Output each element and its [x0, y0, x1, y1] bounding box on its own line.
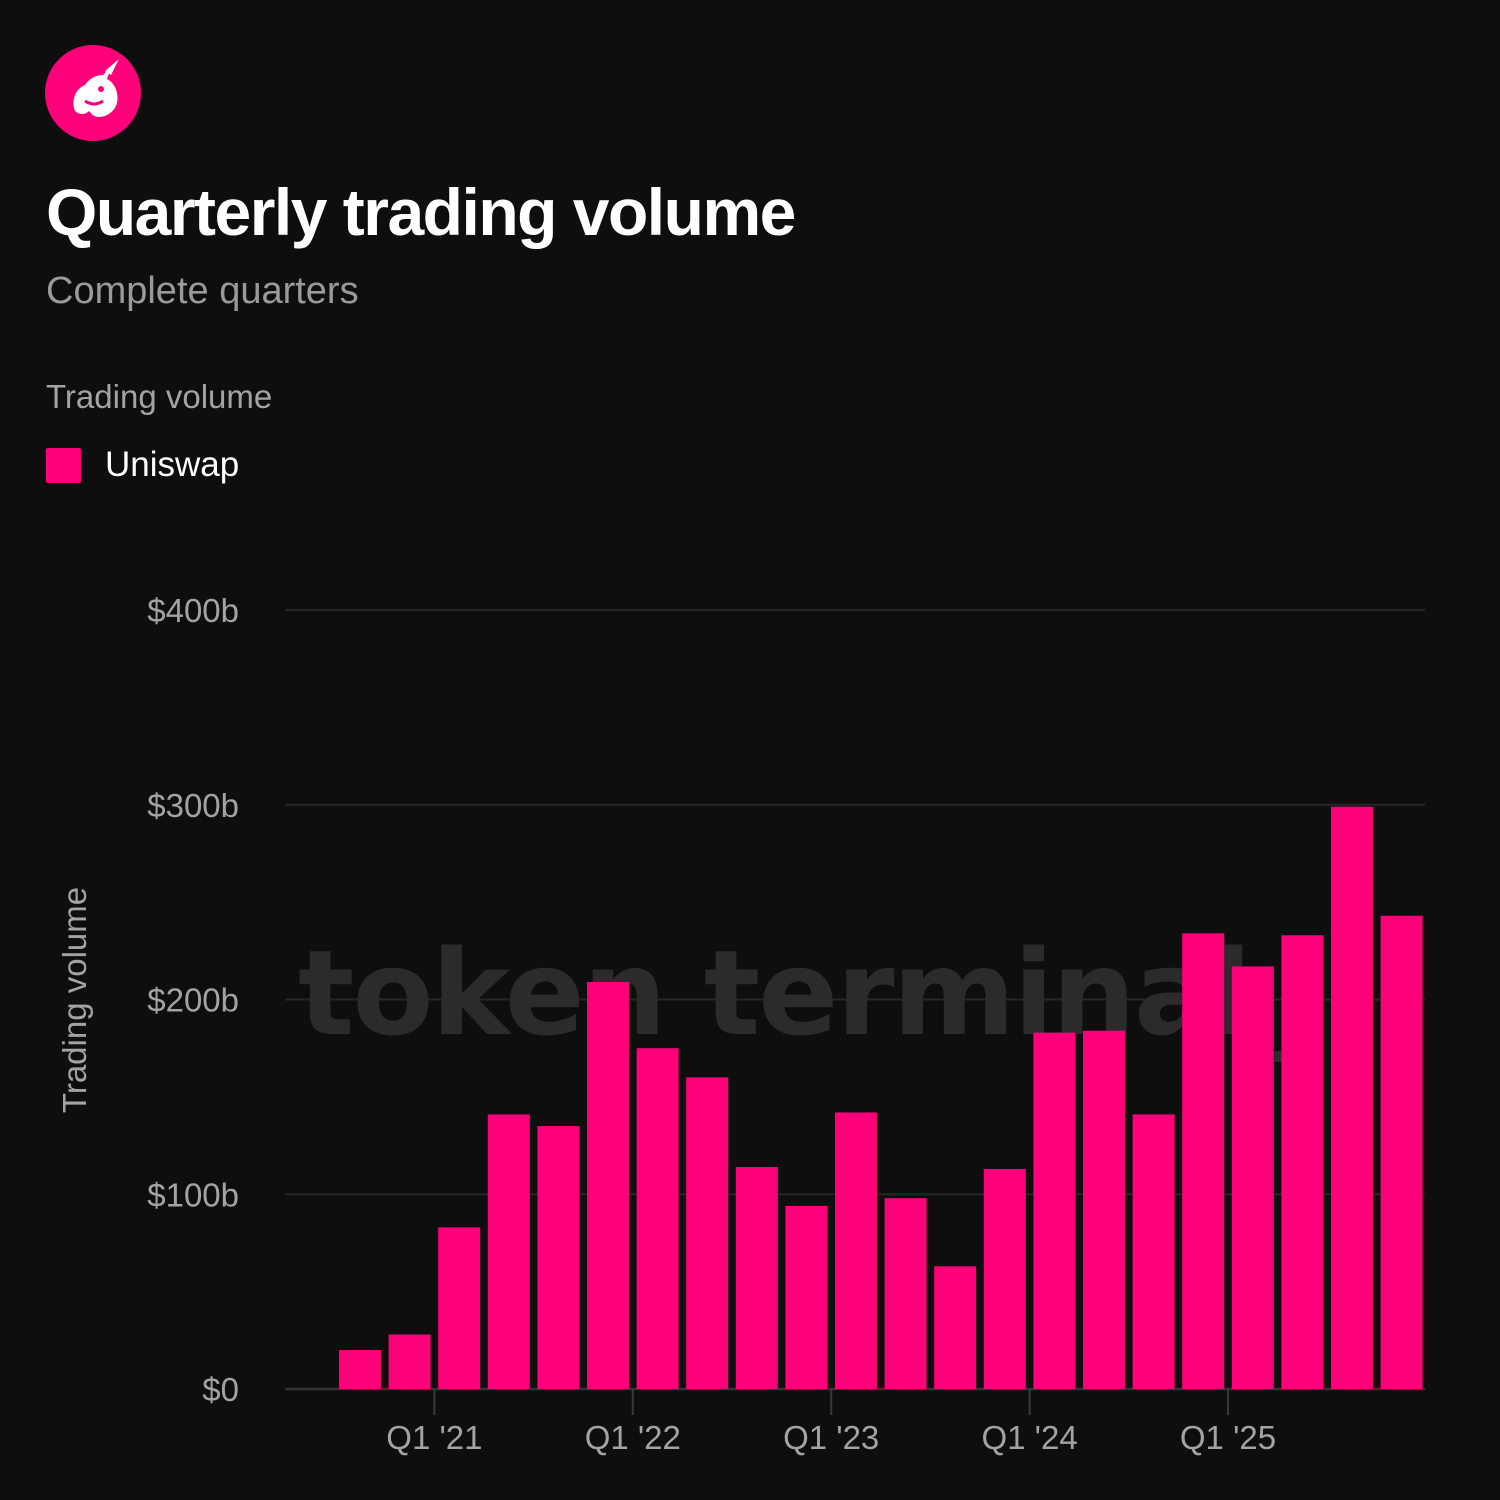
bar[interactable]: [1331, 806, 1373, 1389]
bar[interactable]: [1231, 966, 1274, 1389]
bar[interactable]: [1033, 1032, 1076, 1389]
bar[interactable]: [934, 1266, 977, 1389]
x-tick-label: Q1 '22: [585, 1419, 681, 1456]
legend-swatch: [46, 447, 81, 483]
bar[interactable]: [735, 1166, 778, 1389]
bar[interactable]: [835, 1112, 877, 1389]
bar[interactable]: [537, 1126, 580, 1389]
x-tick-label: Q1 '23: [783, 1419, 879, 1456]
bar[interactable]: [1380, 915, 1423, 1389]
bar[interactable]: [983, 1168, 1026, 1389]
bar[interactable]: [1182, 933, 1225, 1389]
x-tick-label: Q1 '21: [386, 1419, 482, 1456]
uniswap-unicorn-icon: [45, 45, 141, 141]
bar[interactable]: [1083, 1030, 1125, 1389]
bar[interactable]: [487, 1114, 530, 1389]
bar[interactable]: [785, 1205, 828, 1389]
x-axis-ticks: Q1 '21 Q1 '22 Q1 '23 Q1 '24 Q1 '25: [386, 1389, 1276, 1456]
x-tick-label: Q1 '24: [981, 1419, 1077, 1456]
bar[interactable]: [438, 1227, 481, 1389]
bar[interactable]: [1132, 1114, 1175, 1389]
bar[interactable]: [1281, 935, 1324, 1389]
y-tick-label: $300b: [147, 787, 239, 824]
y-axis-label: Trading volume: [56, 887, 93, 1113]
bar[interactable]: [388, 1334, 431, 1389]
bar[interactable]: [587, 981, 629, 1389]
y-tick-label: $0: [202, 1371, 239, 1408]
uniswap-logo: [45, 45, 141, 141]
page-title: Quarterly trading volume: [46, 175, 796, 249]
y-tick-label: $200b: [147, 982, 239, 1019]
bars: [339, 806, 1423, 1389]
bar[interactable]: [884, 1198, 927, 1389]
legend-item-uniswap[interactable]: Uniswap: [46, 445, 240, 484]
page-subtitle: Complete quarters: [46, 270, 359, 312]
bar[interactable]: [686, 1077, 729, 1389]
y-axis-ticks: $0 $100b $200b $300b $400b: [147, 592, 239, 1408]
watermark: token terminal_: [298, 924, 1309, 1062]
bar[interactable]: [339, 1350, 381, 1389]
bar[interactable]: [636, 1048, 679, 1389]
legend-title: Trading volume: [46, 378, 273, 415]
x-tick-label: Q1 '25: [1180, 1419, 1276, 1456]
y-tick-label: $400b: [147, 592, 239, 629]
y-tick-label: $100b: [147, 1176, 239, 1213]
legend-label: Uniswap: [105, 445, 240, 484]
